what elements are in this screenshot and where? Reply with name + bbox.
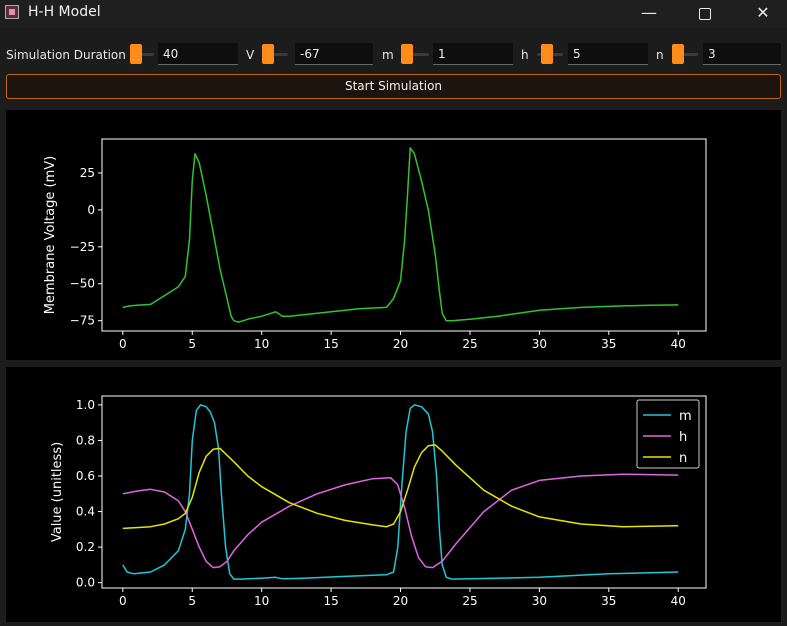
minimize-icon: — xyxy=(641,3,657,22)
x-tick-label: 0 xyxy=(119,594,127,608)
slider-track xyxy=(130,53,154,56)
slider-handle[interactable] xyxy=(672,44,684,64)
slider-handle[interactable] xyxy=(401,44,413,64)
slider-track xyxy=(262,53,288,56)
series-line-n xyxy=(122,444,679,530)
slider-track xyxy=(672,53,698,56)
series-line-m xyxy=(122,404,679,580)
y-tick-label: 0.2 xyxy=(76,540,95,554)
v-label: V xyxy=(246,48,255,62)
app-icon xyxy=(5,5,19,19)
close-button[interactable]: ✕ xyxy=(740,0,786,28)
gating-chart-panel: 0 5 10 15 20 25 30 35 40 1.0 0.8 0.6 0.4 0.2 0.0 Value… xyxy=(6,367,781,622)
x-tick-label: 5 xyxy=(188,594,196,608)
slider-track xyxy=(401,53,429,56)
x-tick-label: 25 xyxy=(462,594,477,608)
legend-label-m: m xyxy=(679,409,692,424)
x-tick-label: 20 xyxy=(393,337,408,351)
y-tick-label: −50 xyxy=(70,277,95,291)
v-slider[interactable] xyxy=(262,44,288,64)
plot-frame xyxy=(101,395,707,589)
legend-box xyxy=(636,399,700,469)
y-tick-label: 0.8 xyxy=(76,433,95,447)
slider-handle[interactable] xyxy=(541,44,553,64)
x-tick-label: 5 xyxy=(188,337,196,351)
y-tick-label: −75 xyxy=(70,314,95,328)
legend-label-h: h xyxy=(679,430,687,445)
x-tick-label: 20 xyxy=(393,594,408,608)
voltage-chart: 0 5 10 15 20 25 30 35 40 25 0 −25 −50 −75 Membrane Vo… xyxy=(43,138,707,351)
plot-frame xyxy=(101,138,707,332)
y-axis-label: Value (unitless) xyxy=(50,442,65,542)
maximize-button[interactable] xyxy=(682,0,728,28)
start-simulation-button[interactable]: Start Simulation xyxy=(6,74,781,99)
y-tick-label: 0.4 xyxy=(76,505,95,519)
minimize-button[interactable]: — xyxy=(626,0,672,28)
h-label: h xyxy=(521,48,529,62)
v-field[interactable]: -67 xyxy=(295,43,373,65)
slider-handle[interactable] xyxy=(130,44,142,64)
duration-field[interactable]: 40 xyxy=(158,43,238,65)
x-tick-label: 15 xyxy=(323,594,338,608)
legend: mhn xyxy=(636,399,700,469)
x-tick-label: 30 xyxy=(532,594,547,608)
y-tick-label: 0.6 xyxy=(76,469,95,483)
duration-label: Simulation Duration xyxy=(6,48,126,62)
x-tick-label: 40 xyxy=(671,594,686,608)
h-slider[interactable] xyxy=(537,44,563,64)
y-tick-label: 25 xyxy=(80,166,95,180)
series-line-voltage xyxy=(122,147,679,323)
x-tick-label: 30 xyxy=(532,337,547,351)
maximize-icon xyxy=(699,8,711,20)
slider-handle[interactable] xyxy=(262,44,274,64)
x-tick-label: 35 xyxy=(601,594,616,608)
voltage-chart-panel: 0 5 10 15 20 25 30 35 40 25 0 −25 −50 −75 Membrane Vo… xyxy=(6,110,781,360)
h-field[interactable]: 5 xyxy=(568,43,648,65)
x-tick-label: 25 xyxy=(462,337,477,351)
m-field[interactable]: 1 xyxy=(433,43,513,65)
window-title: H-H Model xyxy=(28,4,101,20)
y-tick-label: 0.0 xyxy=(76,576,95,590)
series-line-h xyxy=(122,473,679,569)
m-label: m xyxy=(382,48,394,62)
n-label: n xyxy=(656,48,664,62)
y-tick-label: −25 xyxy=(70,240,95,254)
y-tick-label: 0 xyxy=(87,203,95,217)
y-tick-label: 1.0 xyxy=(76,398,95,412)
close-icon: ✕ xyxy=(756,3,770,22)
x-tick-label: 40 xyxy=(671,337,686,351)
x-tick-label: 0 xyxy=(119,337,127,351)
gating-chart: 0 5 10 15 20 25 30 35 40 1.0 0.8 0.6 0.4 0.2 0.0 Value… xyxy=(50,395,707,608)
m-slider[interactable] xyxy=(401,44,429,64)
legend-label-n: n xyxy=(679,451,687,466)
parameter-controls: Simulation Duration 40 V -67 m 1 h 5 n 3 xyxy=(0,36,787,72)
x-tick-label: 15 xyxy=(323,337,338,351)
n-field[interactable]: 3 xyxy=(703,43,781,65)
y-axis-label: Membrane Voltage (mV) xyxy=(43,156,58,314)
n-slider[interactable] xyxy=(672,44,698,64)
x-tick-label: 10 xyxy=(254,337,269,351)
duration-slider[interactable] xyxy=(130,44,154,64)
x-tick-label: 10 xyxy=(254,594,269,608)
x-tick-label: 35 xyxy=(601,337,616,351)
title-bar: H-H Model — ✕ xyxy=(0,0,787,28)
